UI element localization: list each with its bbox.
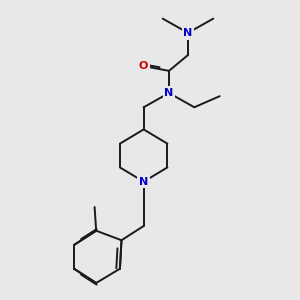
Text: N: N	[139, 177, 148, 187]
Text: O: O	[139, 61, 148, 71]
Text: N: N	[183, 28, 193, 38]
Text: N: N	[164, 88, 174, 98]
